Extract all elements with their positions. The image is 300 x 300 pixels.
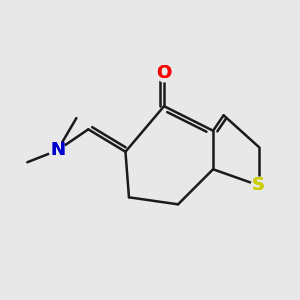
- Text: O: O: [156, 64, 172, 82]
- Text: N: N: [50, 141, 65, 159]
- Text: S: S: [252, 176, 265, 194]
- Text: S: S: [252, 176, 265, 194]
- Text: O: O: [156, 64, 172, 82]
- Text: N: N: [50, 141, 65, 159]
